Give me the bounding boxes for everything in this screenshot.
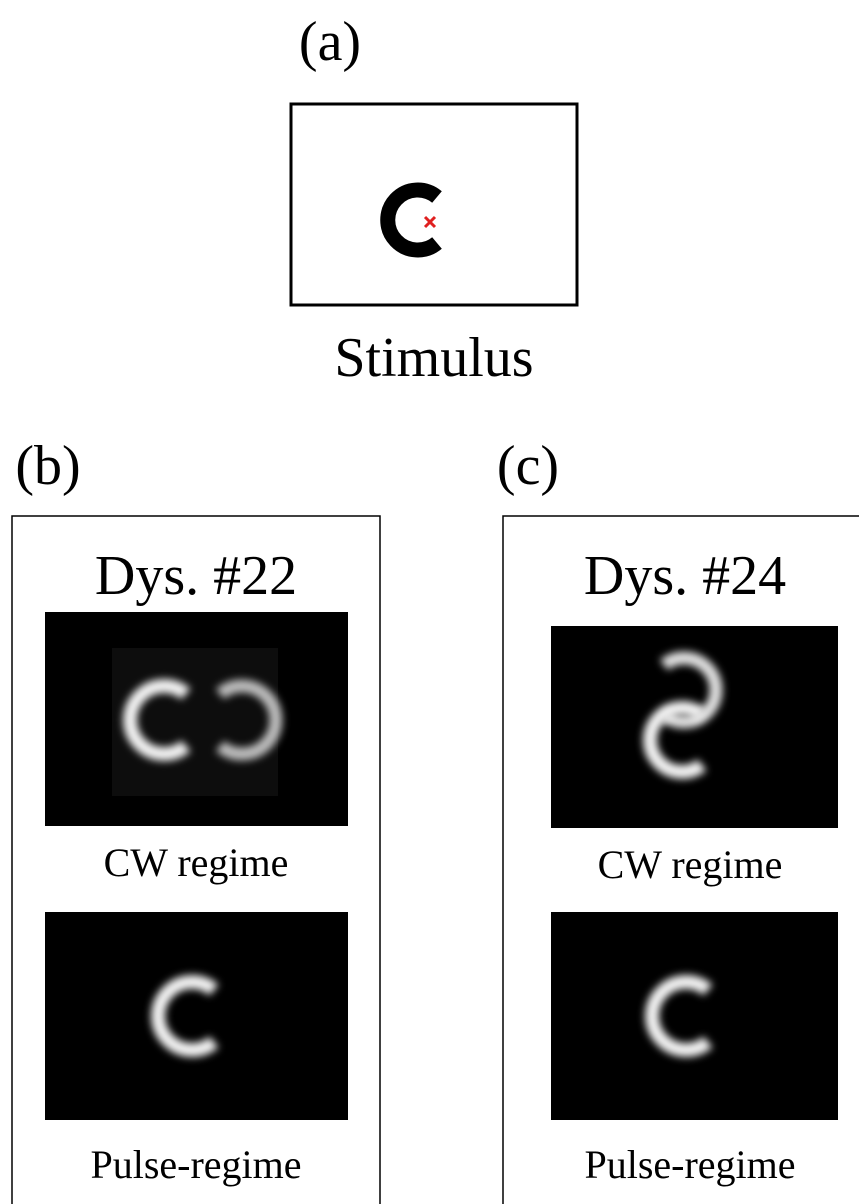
caption: Pulse-regime [90,1142,301,1187]
panel-title: Dys. #24 [584,545,786,607]
panel-label: (b) [15,435,80,497]
panel-label: (c) [497,435,559,497]
caption: Pulse-regime [584,1142,795,1187]
panel-title: Dys. #22 [95,545,297,607]
stimulus-frame [291,104,577,305]
image [45,912,348,1120]
image [551,912,838,1120]
panel-label: (a) [299,11,361,73]
caption: CW regime [598,842,783,887]
figure: (a) Stimulus (b) Dys. #22 CW regime Puls… [0,0,859,1204]
page: (a) Stimulus (b) Dys. #22 CW regime Puls… [0,0,859,1204]
caption: CW regime [104,840,289,885]
caption: Stimulus [334,327,533,389]
